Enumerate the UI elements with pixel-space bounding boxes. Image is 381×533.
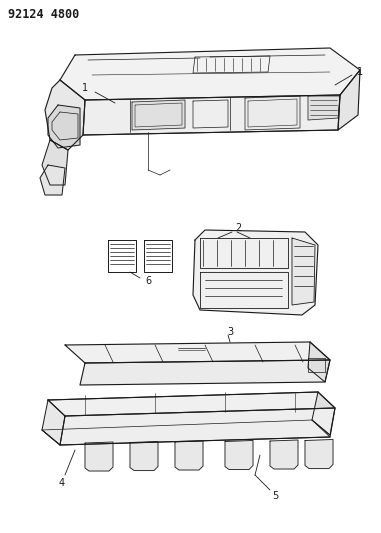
Polygon shape bbox=[85, 442, 113, 471]
Text: 5: 5 bbox=[272, 491, 278, 501]
Polygon shape bbox=[308, 96, 340, 120]
Polygon shape bbox=[83, 95, 340, 135]
Polygon shape bbox=[338, 70, 360, 130]
Polygon shape bbox=[42, 140, 68, 185]
Text: 1: 1 bbox=[357, 67, 363, 77]
Polygon shape bbox=[175, 441, 203, 470]
Polygon shape bbox=[40, 165, 65, 195]
Text: 4: 4 bbox=[59, 478, 65, 488]
Polygon shape bbox=[308, 358, 325, 372]
Text: 1: 1 bbox=[82, 83, 88, 93]
Polygon shape bbox=[48, 105, 80, 148]
Polygon shape bbox=[60, 408, 335, 445]
Text: 92124 4800: 92124 4800 bbox=[8, 8, 79, 21]
Polygon shape bbox=[80, 360, 330, 385]
Polygon shape bbox=[45, 80, 85, 150]
Polygon shape bbox=[270, 440, 298, 469]
Polygon shape bbox=[305, 440, 333, 469]
Polygon shape bbox=[60, 48, 360, 100]
Polygon shape bbox=[193, 230, 318, 315]
Polygon shape bbox=[292, 238, 315, 305]
Polygon shape bbox=[308, 342, 330, 382]
Text: 3: 3 bbox=[227, 327, 233, 337]
Polygon shape bbox=[132, 100, 185, 130]
Polygon shape bbox=[65, 342, 330, 363]
Polygon shape bbox=[225, 440, 253, 470]
Polygon shape bbox=[245, 96, 300, 130]
Text: 6: 6 bbox=[145, 276, 151, 286]
Polygon shape bbox=[130, 441, 158, 471]
Polygon shape bbox=[42, 400, 65, 445]
Text: 2: 2 bbox=[235, 223, 241, 233]
Polygon shape bbox=[312, 392, 335, 435]
Polygon shape bbox=[48, 392, 335, 416]
